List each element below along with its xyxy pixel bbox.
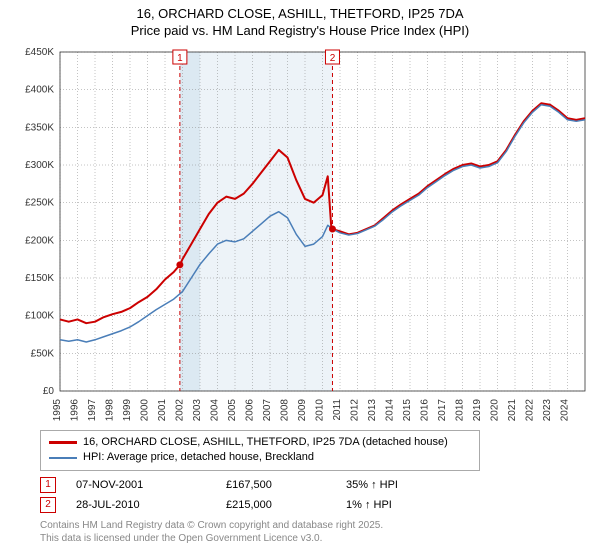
svg-text:1999: 1999 (122, 398, 133, 421)
svg-text:£150K: £150K (25, 273, 54, 284)
legend-swatch (49, 441, 77, 444)
chart-svg: £0 £50K £100K £150K £200K £250K £300K £350K £400… (10, 46, 590, 426)
svg-text:2022: 2022 (525, 398, 536, 421)
svg-text:1997: 1997 (87, 398, 98, 421)
legend: 16, ORCHARD CLOSE, ASHILL, THETFORD, IP2… (40, 430, 480, 471)
note-delta: 35% ↑ HPI (346, 479, 590, 491)
legend-item: 16, ORCHARD CLOSE, ASHILL, THETFORD, IP2… (49, 435, 471, 450)
svg-text:2008: 2008 (280, 398, 291, 421)
note-date: 07-NOV-2001 (76, 479, 206, 491)
svg-text:2007: 2007 (262, 398, 273, 421)
svg-text:2014: 2014 (385, 398, 396, 421)
svg-text:£50K: £50K (31, 348, 55, 359)
note-delta: 1% ↑ HPI (346, 499, 590, 511)
svg-text:2012: 2012 (350, 398, 361, 421)
svg-text:2019: 2019 (472, 398, 483, 421)
attribution-line1: Contains HM Land Registry data © Crown c… (40, 519, 590, 532)
svg-text:1: 1 (177, 53, 183, 64)
svg-text:2001: 2001 (157, 398, 168, 421)
svg-text:2009: 2009 (297, 398, 308, 421)
svg-text:2002: 2002 (175, 398, 186, 421)
legend-item: HPI: Average price, detached house, Brec… (49, 450, 471, 465)
attribution-line2: This data is licensed under the Open Gov… (40, 532, 590, 545)
svg-text:1996: 1996 (70, 398, 81, 421)
attribution: Contains HM Land Registry data © Crown c… (40, 519, 590, 545)
svg-text:2021: 2021 (507, 398, 518, 421)
svg-text:2020: 2020 (490, 398, 501, 421)
sale-note-row: 1 07-NOV-2001 £167,500 35% ↑ HPI (40, 477, 590, 493)
svg-text:1995: 1995 (52, 398, 63, 421)
svg-text:2004: 2004 (210, 398, 221, 421)
svg-text:£350K: £350K (25, 122, 54, 133)
note-price: £215,000 (226, 499, 326, 511)
sale-note-row: 2 28-JUL-2010 £215,000 1% ↑ HPI (40, 497, 590, 513)
svg-text:2: 2 (330, 53, 336, 64)
svg-text:£0: £0 (43, 386, 55, 397)
title-line1: 16, ORCHARD CLOSE, ASHILL, THETFORD, IP2… (10, 6, 590, 23)
svg-text:2018: 2018 (455, 398, 466, 421)
svg-text:2000: 2000 (140, 398, 151, 421)
svg-text:2005: 2005 (227, 398, 238, 421)
svg-text:£450K: £450K (25, 47, 54, 58)
chart: £0 £50K £100K £150K £200K £250K £300K £350K £400… (10, 46, 590, 426)
legend-label: HPI: Average price, detached house, Brec… (83, 450, 314, 465)
svg-text:£400K: £400K (25, 84, 54, 95)
sale-notes: 1 07-NOV-2001 £167,500 35% ↑ HPI 2 28-JUL-201… (40, 477, 590, 513)
svg-text:2010: 2010 (315, 398, 326, 421)
svg-text:2006: 2006 (245, 398, 256, 421)
svg-text:1998: 1998 (105, 398, 116, 421)
note-date: 28-JUL-2010 (76, 499, 206, 511)
svg-text:2003: 2003 (192, 398, 203, 421)
svg-text:2013: 2013 (367, 398, 378, 421)
legend-label: 16, ORCHARD CLOSE, ASHILL, THETFORD, IP2… (83, 435, 448, 450)
svg-text:£300K: £300K (25, 160, 54, 171)
chart-title: 16, ORCHARD CLOSE, ASHILL, THETFORD, IP2… (10, 6, 590, 40)
svg-text:2015: 2015 (402, 398, 413, 421)
svg-text:2011: 2011 (332, 398, 343, 420)
svg-text:2023: 2023 (542, 398, 553, 421)
svg-text:2024: 2024 (560, 398, 571, 421)
note-number-box: 2 (40, 497, 56, 513)
legend-swatch (49, 457, 77, 459)
title-line2: Price paid vs. HM Land Registry's House … (10, 23, 590, 40)
note-price: £167,500 (226, 479, 326, 491)
svg-text:2017: 2017 (437, 398, 448, 421)
svg-text:£200K: £200K (25, 235, 54, 246)
svg-text:2016: 2016 (420, 398, 431, 421)
svg-text:£250K: £250K (25, 197, 54, 208)
note-number-box: 1 (40, 477, 56, 493)
svg-text:£100K: £100K (25, 310, 54, 321)
